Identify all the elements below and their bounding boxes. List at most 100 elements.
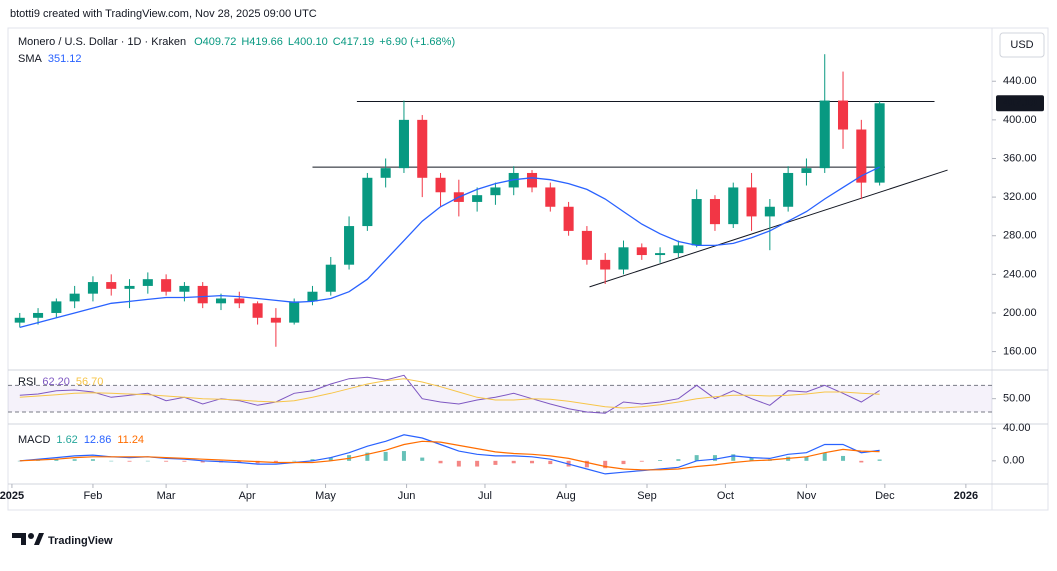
x-tick-label: 2025 [0,490,24,502]
legend-close: C417.19 [333,36,375,48]
candle-body [746,187,757,217]
candle-body [33,312,44,318]
candle-body [124,285,135,289]
candle-body [655,253,666,256]
candle-body [691,199,702,246]
macd-histogram-bar [841,455,846,461]
y-tick-label: 400.00 [1003,114,1037,126]
candle-body [289,301,300,323]
x-tick-label: Apr [239,490,256,502]
currency: USD [1010,39,1033,51]
macd-histogram-bar [237,460,242,463]
macd-histogram-bar [127,460,132,462]
macd-histogram-bar [804,456,809,461]
macd-legend: MACD 1.62 12.86 11.24 [18,434,144,446]
x-tick-label: Dec [875,490,895,502]
macd-histogram-bar [164,460,169,462]
candle-body [142,279,153,286]
candle-body [709,199,720,225]
rsi-line [19,378,880,409]
legend-value: 11.24 [117,434,144,446]
macd-line [19,434,880,475]
macd-histogram-bar [584,460,589,468]
candle-body [728,187,739,225]
candle-body [581,230,592,260]
last-price-tag [996,95,1044,112]
candle-body [618,247,629,270]
y-tick-label: 440.00 [1003,75,1037,87]
macd-histogram-bar [54,459,59,461]
x-tick-label: May [315,490,336,502]
candle-body [14,317,25,323]
macd-histogram-bar [877,459,882,461]
candle-body [325,264,336,292]
candle-body [362,177,373,227]
macd-histogram-bar [456,460,461,467]
candle-body [307,291,318,302]
y-tick-label: 200.00 [1003,307,1037,319]
y-tick-label: 0.00 [1003,455,1024,467]
candle-body [673,245,684,254]
candle-body [87,282,98,294]
sma-legend: SMA 351.12 [18,53,82,65]
macd-histogram-bar [694,455,699,461]
macd-histogram-bar [511,460,516,464]
macd-histogram-bar [401,451,406,461]
legend-value: 1.62 [56,434,77,446]
macd-histogram-bar [292,460,297,462]
legend-low: L400.10 [288,36,328,48]
macd-histogram-bar [90,459,95,461]
legend-high: H419.66 [241,36,283,48]
macd-histogram-bar [109,460,114,462]
x-tick-label: Aug [556,490,576,502]
macd-histogram-bar [859,460,864,463]
legend-value: 62.20 [42,376,70,388]
macd-histogram-bar [603,460,608,469]
candle-body [197,285,208,304]
x-tick-label: Oct [717,490,734,502]
macd-histogram-bar [822,452,827,461]
legend-open: O409.72 [194,36,236,48]
legend-change: +6.90 (+1.68%) [379,36,455,48]
legend-value: 12.86 [84,434,112,446]
macd-histogram-bar [365,452,370,461]
macd-histogram-bar [145,460,150,462]
legend-value: 351.12 [48,53,82,65]
macd-histogram-bar [749,457,754,461]
macd-histogram-bar [72,459,77,461]
candle-body [472,195,483,202]
sma-name: SMA [18,53,43,65]
candle-body [856,129,867,183]
candle-body [215,298,227,304]
macd-histogram-bar [328,457,333,461]
sma-line [19,166,880,329]
y-tick-label: 160.00 [1003,345,1037,357]
macd-histogram-bar [530,460,535,464]
macd-histogram-bar [676,459,681,461]
macd-histogram-bar [310,459,315,461]
trend-line [589,169,948,288]
candle-body [801,168,812,173]
chart-frame [7,27,1049,511]
y-tick-label: 240.00 [1003,268,1037,280]
candle-body [380,168,391,178]
macd-histogram-bar [639,460,644,462]
candle-body [874,103,885,183]
y-tick-label: 40.00 [1003,422,1031,434]
macd-histogram-bar [731,454,736,461]
candle-body [398,119,409,169]
x-tick-label: 2026 [954,490,978,502]
x-tick-label: Feb [83,490,102,502]
macd-histogram-bar [273,460,278,463]
last-price: 417.19 [1003,97,1037,109]
macd-name: MACD [18,434,50,446]
rsi-band [8,385,992,412]
candle-body [106,282,117,289]
currency-box [999,32,1045,58]
macd-histogram-bar [548,460,553,465]
macd-histogram-bar [438,460,443,464]
symbol: Monero / U.S. Dollar · 1D · Kraken [18,36,186,48]
x-tick-label: Jun [398,490,416,502]
